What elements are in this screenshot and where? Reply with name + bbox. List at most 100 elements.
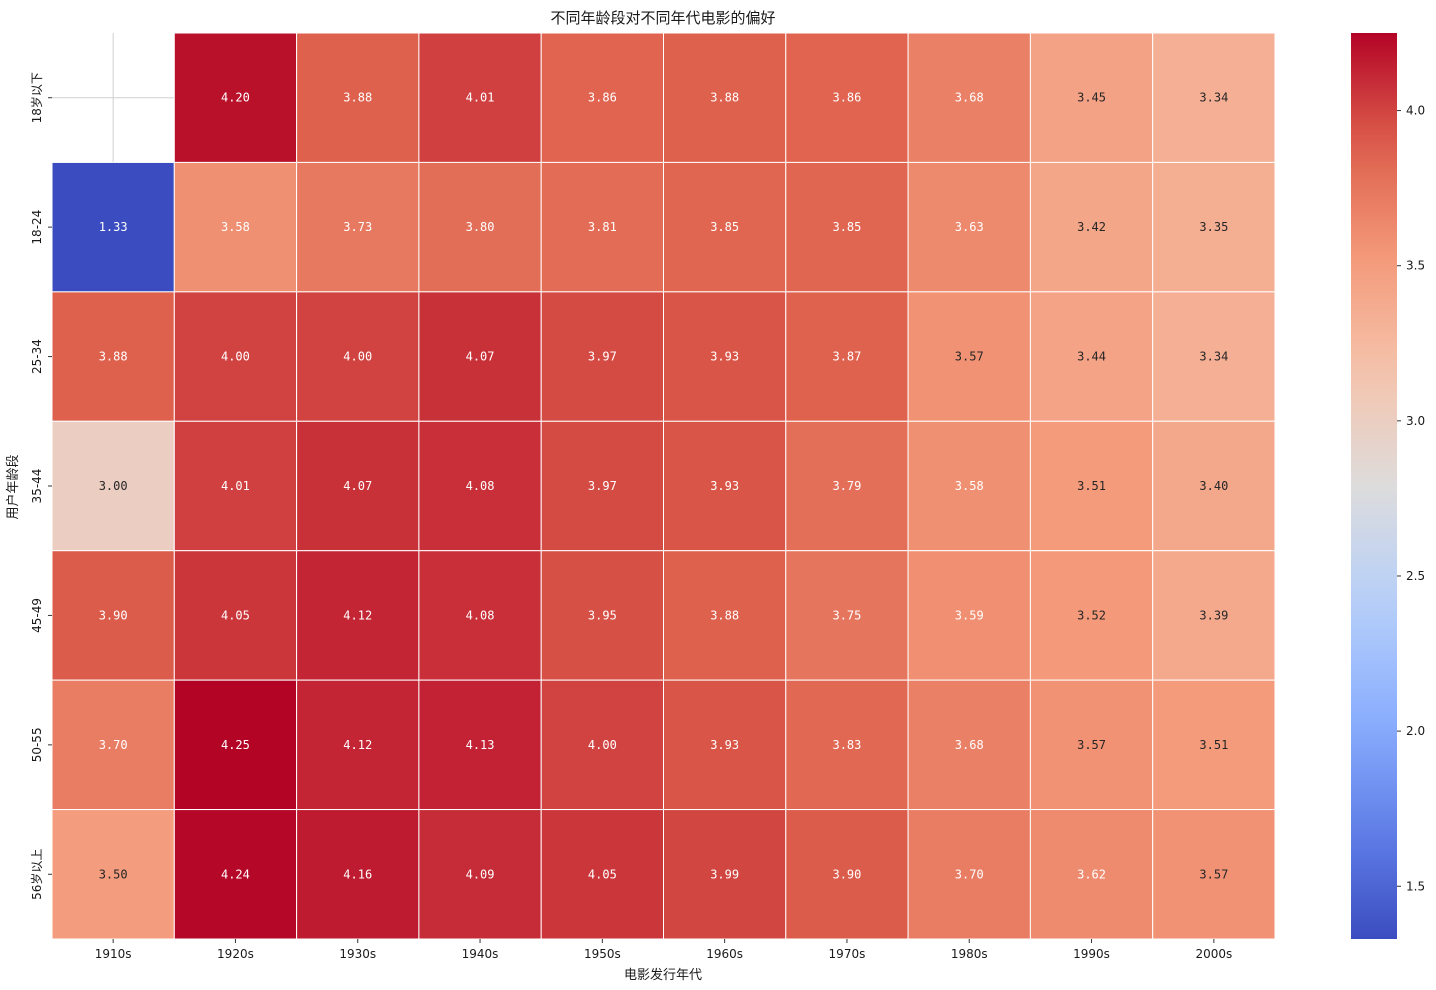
cell-value-label: 4.13 — [466, 738, 495, 752]
cell-value-label: 3.50 — [99, 867, 128, 881]
heatmap-cell — [1152, 291, 1276, 422]
cell-value-label: 3.73 — [343, 220, 372, 234]
heatmap-cell — [296, 161, 420, 293]
cell-value-label: 3.51 — [1077, 479, 1106, 493]
cell-value-label: 3.88 — [710, 608, 739, 622]
heatmap-cell — [907, 679, 1031, 811]
cell-value-label: 3.58 — [955, 479, 984, 493]
heatmap-cell — [540, 32, 665, 163]
heatmap-cell — [1152, 550, 1276, 681]
cell-value-label: 3.34 — [1199, 91, 1228, 105]
cell-value-label: 3.99 — [710, 867, 739, 881]
heatmap-cell — [418, 161, 542, 293]
heatmap-cell — [173, 161, 298, 293]
heatmap-cell — [296, 420, 420, 552]
cell-value-label: 1.33 — [99, 220, 128, 234]
x-tick-label: 2000s — [1195, 947, 1232, 961]
cell-value-label: 4.05 — [588, 867, 617, 881]
heatmap-cell — [1152, 161, 1276, 293]
x-axis-ticks: 1910s 1920s 1930s 1940s 1950s 1960s 1970s 1980s… — [95, 939, 1232, 961]
heatmap-cell — [540, 550, 665, 681]
cell-value-label: 3.97 — [588, 479, 617, 493]
heatmap-cell — [785, 291, 909, 422]
heatmap-cell — [1029, 809, 1154, 940]
x-tick-label: 1990s — [1073, 947, 1110, 961]
heatmap-cell — [51, 161, 175, 293]
cell-value-label: 3.85 — [710, 220, 739, 234]
cell-value-label: 3.86 — [588, 91, 617, 105]
heatmap-cell — [296, 291, 420, 422]
cell-value-label: 3.59 — [955, 608, 984, 622]
cell-value-label: 4.07 — [466, 350, 495, 364]
cell-value-label: 4.07 — [343, 479, 372, 493]
cell-value-label: 3.62 — [1077, 867, 1106, 881]
heatmap-cell — [296, 550, 420, 681]
heatmap-cell — [907, 809, 1031, 940]
heatmap-cell — [51, 679, 175, 811]
y-tick-label: 18岁以下 — [29, 72, 44, 123]
cell-value-label: 3.88 — [710, 91, 739, 105]
heatmap-cell — [785, 679, 909, 811]
y-tick-label: 35-44 — [30, 469, 44, 504]
heatmap-cell — [418, 679, 542, 811]
cell-value-label: 3.58 — [221, 220, 250, 234]
cell-value-label: 3.86 — [832, 91, 861, 105]
heatmap-cell — [1029, 550, 1154, 681]
cell-value-label: 3.44 — [1077, 350, 1106, 364]
x-tick-label: 1910s — [95, 947, 132, 961]
cell-value-label: 3.68 — [955, 738, 984, 752]
heatmap-cell — [663, 679, 787, 811]
x-tick-label: 1960s — [706, 947, 743, 961]
cell-value-label: 3.97 — [588, 350, 617, 364]
heatmap-cell — [173, 32, 298, 163]
heatmap-cell — [418, 32, 542, 163]
cell-value-label: 3.93 — [710, 738, 739, 752]
heatmap-cell — [785, 161, 909, 293]
heatmap-cell — [907, 291, 1031, 422]
cell-value-label: 3.81 — [588, 220, 617, 234]
cell-value-label: 4.16 — [343, 867, 372, 881]
cell-value-label: 3.70 — [99, 738, 128, 752]
cell-value-label: 4.09 — [466, 867, 495, 881]
x-tick-label: 1980s — [951, 947, 988, 961]
y-tick-label: 56岁以上 — [29, 849, 44, 900]
cell-value-label: 4.08 — [466, 479, 495, 493]
heatmap-cell — [418, 420, 542, 552]
cell-value-label: 4.00 — [221, 350, 250, 364]
heatmap-cell — [785, 32, 909, 163]
y-tick-label: 45-49 — [30, 598, 44, 633]
y-tick-label: 50-55 — [30, 727, 44, 762]
cell-value-label: 4.12 — [343, 608, 372, 622]
heatmap-cell — [907, 32, 1031, 163]
heatmap-cell — [51, 809, 175, 940]
x-tick-label: 1950s — [584, 947, 621, 961]
cell-value-label: 3.39 — [1199, 608, 1228, 622]
cell-value-label: 3.75 — [832, 608, 861, 622]
cell-value-label: 3.85 — [832, 220, 861, 234]
cell-value-label: 3.87 — [832, 350, 861, 364]
cell-value-label: 4.00 — [343, 350, 372, 364]
colorbar-tick-label: 2.5 — [1406, 569, 1425, 583]
heatmap-cells: 4.20 3.88 4.01 3.86 3.88 3.86 3.68 3.45 3.34 1.33… — [51, 32, 1276, 940]
cell-value-label: 4.25 — [221, 738, 250, 752]
cell-value-label: 3.52 — [1077, 608, 1106, 622]
cell-value-label: 3.93 — [710, 479, 739, 493]
heatmap-cell — [1152, 679, 1276, 811]
colorbar-gradient — [1351, 33, 1397, 939]
heatmap-cell — [1029, 161, 1154, 293]
cell-value-label: 3.57 — [955, 350, 984, 364]
colorbar-tick-label: 1.5 — [1406, 879, 1425, 893]
cell-value-label: 3.51 — [1199, 738, 1228, 752]
cell-value-label: 3.90 — [99, 608, 128, 622]
colorbar-tick-label: 3.0 — [1406, 414, 1425, 428]
y-axis-ticks: 18岁以下 18-24 25-34 35-44 45-49 50-55 56岁以上 — [29, 72, 52, 900]
heatmap-cell — [540, 679, 665, 811]
cell-value-label: 3.00 — [99, 479, 128, 493]
cell-value-label: 3.42 — [1077, 220, 1106, 234]
x-tick-label: 1940s — [462, 947, 499, 961]
colorbar-tick-label: 3.5 — [1406, 259, 1425, 273]
heatmap-cell — [785, 420, 909, 552]
heatmap-cell — [173, 679, 298, 811]
heatmap-cell — [173, 550, 298, 681]
cell-value-label: 3.83 — [832, 738, 861, 752]
